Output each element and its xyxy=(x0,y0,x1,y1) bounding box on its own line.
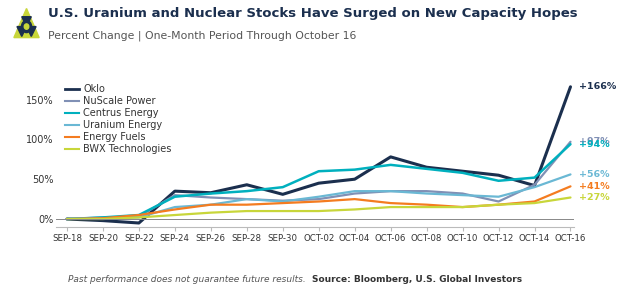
Polygon shape xyxy=(29,26,36,36)
Text: Source: Bloomberg, U.S. Global Investors: Source: Bloomberg, U.S. Global Investors xyxy=(312,275,522,284)
Text: +41%: +41% xyxy=(580,182,610,191)
Polygon shape xyxy=(14,8,39,38)
Text: +166%: +166% xyxy=(580,82,617,91)
Legend: Oklo, NuScale Power, Centrus Energy, Uranium Energy, Energy Fuels, BWX Technolog: Oklo, NuScale Power, Centrus Energy, Ura… xyxy=(61,81,175,158)
Polygon shape xyxy=(17,26,24,36)
Circle shape xyxy=(25,24,28,29)
Circle shape xyxy=(24,24,29,29)
Polygon shape xyxy=(22,17,31,21)
Text: Percent Change | One-Month Period Through October 16: Percent Change | One-Month Period Throug… xyxy=(48,31,356,41)
Text: +56%: +56% xyxy=(580,170,610,179)
Text: +97%: +97% xyxy=(580,137,610,146)
Text: Past performance does not guarantee future results.: Past performance does not guarantee futu… xyxy=(69,275,312,284)
Text: +94%: +94% xyxy=(580,140,610,149)
Text: U.S. Uranium and Nuclear Stocks Have Surged on New Capacity Hopes: U.S. Uranium and Nuclear Stocks Have Sur… xyxy=(48,7,578,20)
Circle shape xyxy=(21,21,32,33)
Text: +27%: +27% xyxy=(580,193,610,202)
